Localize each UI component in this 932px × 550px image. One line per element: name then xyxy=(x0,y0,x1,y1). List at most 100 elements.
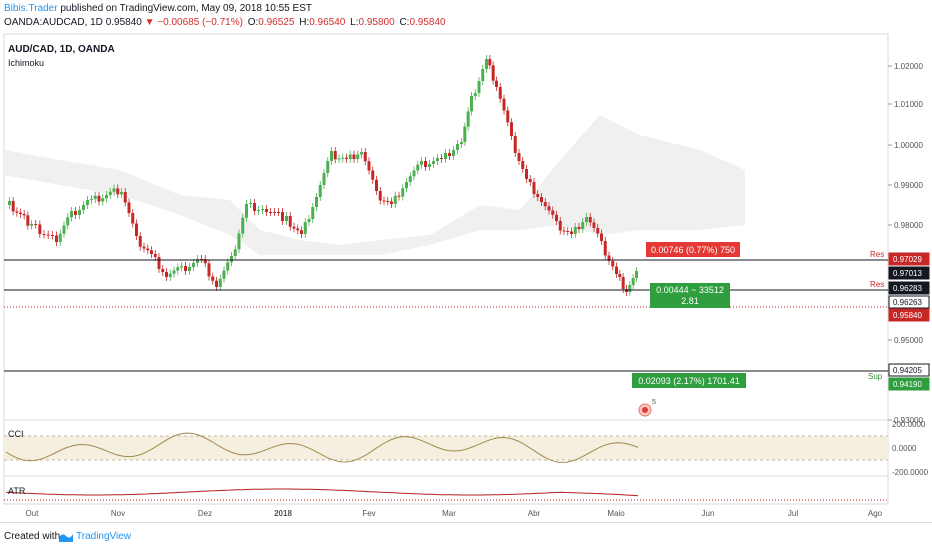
cloud-shape xyxy=(4,115,745,255)
price-tag-label: 0.96283 xyxy=(893,284,922,293)
candle-body xyxy=(303,222,307,234)
candle-body xyxy=(581,222,585,229)
candle-body xyxy=(30,224,33,226)
tradingview-brand-link[interactable]: TradingView xyxy=(76,531,132,542)
price-tag xyxy=(888,308,930,322)
low-value: 0.95800 xyxy=(358,17,395,28)
price-tag xyxy=(888,363,930,377)
candle-body xyxy=(245,204,248,218)
symbol-line: OANDA:AUDCAD, 1D xyxy=(4,17,103,28)
candle-body xyxy=(66,217,70,226)
price-tag-label: 0.94190 xyxy=(893,380,922,389)
candle-body xyxy=(257,210,260,211)
candle-body xyxy=(34,224,38,225)
price-tag xyxy=(888,252,930,266)
candle-body xyxy=(558,221,562,231)
candle-body xyxy=(528,179,532,182)
candle-body xyxy=(176,267,180,271)
price-axis[interactable]: 1.02000 1.01000 1.00000 0.99000 0.98000 0.950… xyxy=(888,62,923,425)
candle-body xyxy=(292,226,296,229)
measure-bottom-box[interactable] xyxy=(632,373,746,388)
last-price: 0.95840 xyxy=(105,17,142,28)
candle-body xyxy=(165,272,168,277)
candle-body xyxy=(215,280,218,287)
created-with-text: Created with xyxy=(4,531,61,542)
candle-body xyxy=(131,213,135,224)
candle-body xyxy=(62,225,66,234)
candle-body xyxy=(424,161,427,167)
candle-body xyxy=(513,136,517,153)
time-axis[interactable]: Out Nov Dez 2018 Fev Mar Abr Maio Jun Jul Ago xyxy=(26,509,883,518)
price-tick-label: 1.00000 xyxy=(894,141,923,150)
candle-body xyxy=(452,150,455,156)
candle-body xyxy=(50,235,54,236)
cci-axis: 200.0000 0.0000 -200.0000 xyxy=(892,420,929,477)
time-tick-label: Maio xyxy=(607,509,625,518)
measure-green-line2: 2.81 xyxy=(681,296,699,306)
candle-body xyxy=(288,216,292,227)
chart-canvas[interactable]: Res Res Sup 0.00746 (0.77%) 750 0.00444 … xyxy=(0,0,932,522)
candle-body xyxy=(188,267,191,271)
candle-body xyxy=(416,164,420,171)
ohlc-legend: OANDA:AUDCAD, 1D 0.95840 ▼ −0.00685 (−0.… xyxy=(4,17,446,28)
published-text: published on TradingView.com, May 09, 20… xyxy=(60,3,312,14)
candle-body xyxy=(19,212,22,214)
candle-body xyxy=(352,154,356,159)
cci-band xyxy=(4,436,888,460)
price-tag xyxy=(888,266,930,280)
author-link[interactable]: Bibis.Trader xyxy=(4,3,58,14)
measure-green-box[interactable] xyxy=(650,283,730,308)
indicator-name[interactable]: Ichimoku xyxy=(8,58,45,68)
candle-body xyxy=(142,246,146,249)
candle-body xyxy=(15,211,19,213)
candle-body xyxy=(330,151,333,161)
candle-body xyxy=(135,223,138,236)
candle-body xyxy=(311,207,315,219)
candle-body xyxy=(444,153,447,159)
candle-body xyxy=(172,270,176,274)
price-tick-label: 1.01000 xyxy=(894,100,923,109)
candle-body xyxy=(333,151,337,160)
candle-body xyxy=(562,230,566,232)
candle-body xyxy=(8,201,11,205)
cci-tick-label: -200.0000 xyxy=(892,468,929,477)
res-label-1: Res xyxy=(870,250,884,259)
candle-body xyxy=(551,210,555,215)
candle-body xyxy=(233,249,237,256)
candle-body xyxy=(153,254,157,257)
candle-body xyxy=(253,203,256,211)
candle-body xyxy=(375,179,378,191)
candle-body xyxy=(521,161,525,169)
atr-label[interactable]: ATR xyxy=(8,486,26,496)
candle-body xyxy=(285,216,288,221)
candle-body xyxy=(326,161,330,173)
candle-body xyxy=(393,195,397,204)
price-tick-label: 0.93000 xyxy=(894,416,923,425)
price-tick-label: 0.99000 xyxy=(894,181,923,190)
candle-body xyxy=(363,152,367,162)
candle-body xyxy=(237,233,241,250)
measure-red-box[interactable] xyxy=(646,242,740,257)
tradingview-logo-icon xyxy=(59,534,73,542)
time-tick-label: Nov xyxy=(111,509,125,518)
time-tick-label: Jun xyxy=(702,509,715,518)
candles-layer xyxy=(8,55,638,296)
candle-body xyxy=(38,224,42,234)
candle-body xyxy=(485,59,488,69)
cci-label[interactable]: CCI xyxy=(8,429,24,439)
candle-body xyxy=(222,270,226,279)
price-tick-label: 0.95000 xyxy=(894,336,923,345)
candle-body xyxy=(157,257,161,269)
candle-body xyxy=(592,222,596,228)
open-label: O: xyxy=(247,17,259,28)
economic-event-icon[interactable]: 5 xyxy=(638,399,656,417)
time-tick-label: Mar xyxy=(442,509,456,518)
candle-body xyxy=(207,263,211,277)
candle-body xyxy=(481,69,485,81)
candle-body xyxy=(566,231,570,232)
candle-body xyxy=(621,277,625,289)
candle-body xyxy=(506,110,510,123)
candle-body xyxy=(420,161,423,165)
candle-body xyxy=(307,219,311,222)
down-arrow-icon: ▼ xyxy=(144,17,155,28)
